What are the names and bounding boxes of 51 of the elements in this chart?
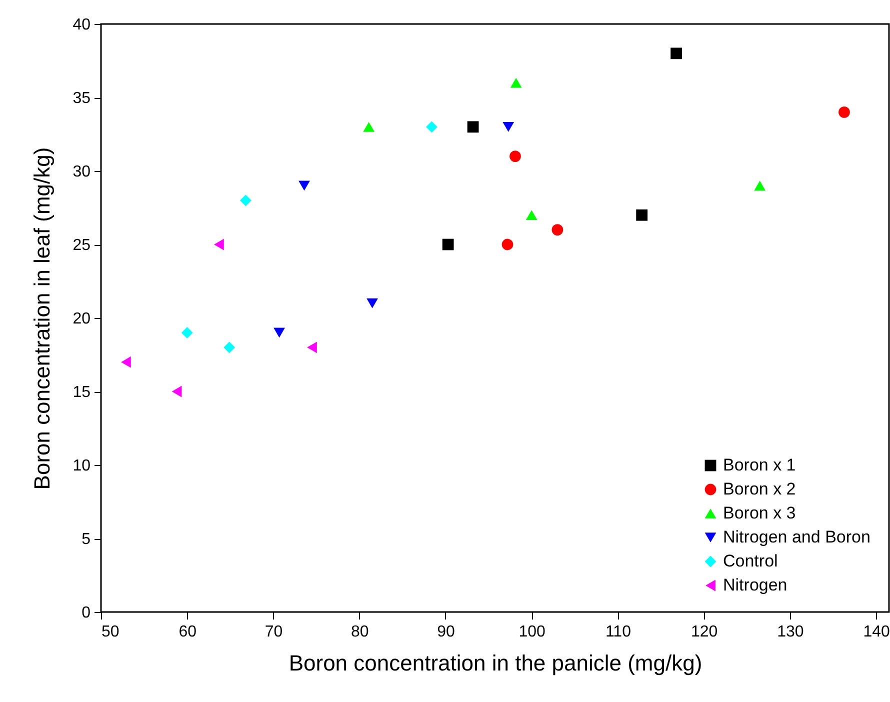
x-tick-label: 50 bbox=[102, 624, 120, 640]
y-tick-label: 15 bbox=[72, 384, 91, 401]
point bbox=[552, 224, 564, 236]
y-tick-label: 30 bbox=[72, 164, 91, 180]
point bbox=[181, 327, 193, 338]
point bbox=[526, 210, 538, 220]
x-tick-label: 130 bbox=[777, 624, 804, 640]
y-tick-label: 25 bbox=[72, 237, 91, 254]
point bbox=[670, 48, 682, 60]
y-tick-label: 5 bbox=[82, 531, 91, 548]
x-tick-label: 120 bbox=[690, 624, 718, 640]
point bbox=[274, 328, 285, 338]
point bbox=[636, 209, 648, 221]
x-tick-label: 100 bbox=[518, 624, 546, 640]
point bbox=[298, 180, 310, 191]
x-tick-label: 140 bbox=[863, 624, 890, 640]
x-tick-label: 90 bbox=[437, 624, 455, 640]
point bbox=[172, 386, 182, 398]
x-tick-label: 60 bbox=[178, 624, 197, 640]
y-tick-label: 0 bbox=[82, 604, 91, 622]
legend-label: Nitrogen and Boron bbox=[723, 528, 870, 546]
x-tick-label: 70 bbox=[264, 624, 283, 640]
point bbox=[366, 298, 378, 308]
point bbox=[307, 342, 317, 354]
x-axis-title: Boron concentration in the panicle (mg/kg) bbox=[288, 650, 702, 676]
legend-label: Nitrogen bbox=[723, 576, 788, 594]
x-tick-label: 80 bbox=[350, 624, 369, 640]
point bbox=[502, 122, 514, 132]
legend-label: Boron x 3 bbox=[723, 504, 796, 522]
point bbox=[442, 238, 454, 250]
point bbox=[754, 180, 766, 191]
y-tick-label: 35 bbox=[72, 90, 91, 107]
point bbox=[224, 342, 236, 354]
x-tick-label: 110 bbox=[605, 624, 632, 640]
point bbox=[510, 78, 522, 88]
point bbox=[510, 150, 521, 162]
point bbox=[426, 121, 438, 133]
y-tick-label: 10 bbox=[72, 458, 91, 474]
point bbox=[467, 121, 479, 133]
point bbox=[121, 356, 131, 368]
point bbox=[214, 238, 224, 250]
legend-label: Control bbox=[723, 552, 778, 570]
point bbox=[838, 106, 850, 118]
point bbox=[240, 194, 252, 206]
y-axis-title: Boron concentration in leaf (mg/kg) bbox=[30, 147, 55, 490]
y-tick-label: 40 bbox=[72, 16, 91, 34]
point bbox=[363, 122, 375, 132]
legend-label: Boron x 1 bbox=[723, 456, 796, 474]
y-tick-label: 20 bbox=[72, 310, 91, 328]
legend-label: Boron x 2 bbox=[723, 480, 796, 498]
point bbox=[502, 238, 514, 250]
